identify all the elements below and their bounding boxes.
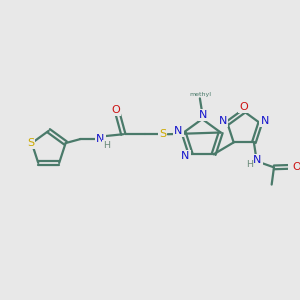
- Text: O: O: [239, 102, 248, 112]
- Text: H: H: [246, 160, 254, 169]
- Text: N: N: [199, 110, 208, 120]
- Text: S: S: [159, 129, 166, 139]
- Text: N: N: [253, 154, 262, 165]
- Text: N: N: [174, 126, 183, 136]
- Text: N: N: [260, 116, 269, 126]
- Text: O: O: [292, 162, 300, 172]
- Text: N: N: [96, 134, 104, 143]
- Text: N: N: [182, 151, 190, 161]
- Text: methyl: methyl: [189, 92, 211, 97]
- Text: S: S: [27, 138, 34, 148]
- Text: O: O: [111, 105, 120, 115]
- Text: H: H: [103, 141, 110, 150]
- Text: N: N: [219, 116, 227, 126]
